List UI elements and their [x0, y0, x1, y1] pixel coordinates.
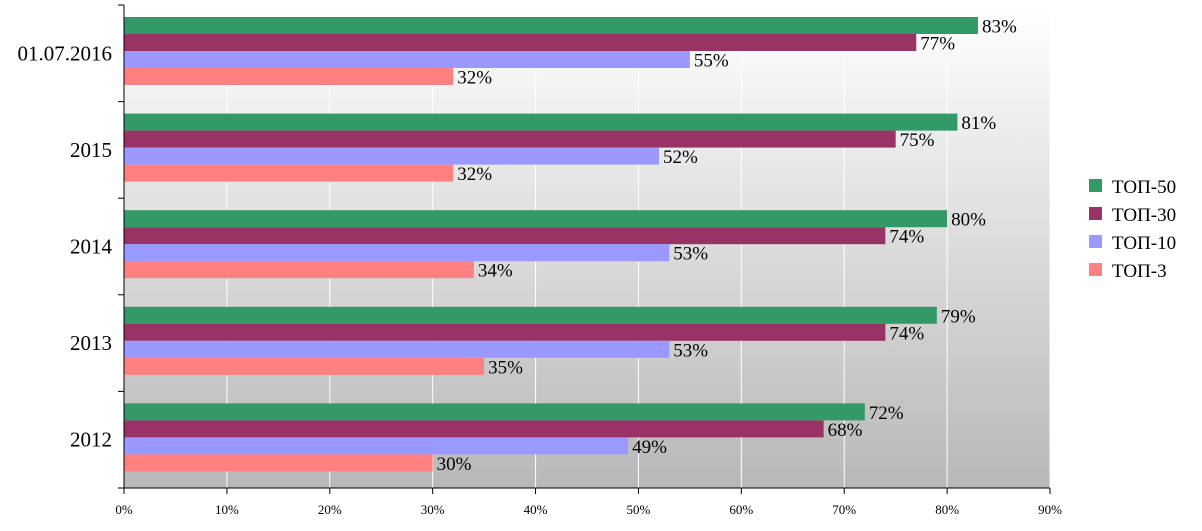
x-tick-label: 40% [524, 502, 548, 517]
data-label: 68% [828, 420, 863, 441]
data-label: 80% [951, 210, 986, 231]
bar [124, 113, 958, 131]
bar [124, 244, 670, 262]
bar [124, 306, 937, 324]
data-label: 74% [889, 323, 924, 344]
data-label: 35% [488, 357, 523, 378]
bar [124, 261, 474, 279]
legend-label: ТОП-50 [1112, 177, 1176, 198]
data-label: 55% [694, 51, 729, 72]
bar [124, 227, 886, 245]
x-tick-label: 30% [421, 502, 445, 517]
x-tick-label: 90% [1038, 502, 1062, 517]
legend-swatch [1089, 263, 1102, 276]
category-label: 2012 [70, 428, 112, 452]
data-label: 72% [869, 403, 904, 424]
x-tick-label: 80% [935, 502, 959, 517]
data-label: 75% [900, 130, 935, 151]
bar [124, 454, 433, 472]
bar [124, 403, 865, 421]
bar [124, 130, 896, 148]
x-tick-label: 50% [627, 502, 651, 517]
data-label: 74% [889, 227, 924, 248]
data-label: 83% [982, 17, 1017, 38]
category-label: 2014 [70, 235, 113, 259]
bar [124, 68, 454, 85]
x-tick-label: 10% [215, 502, 239, 517]
bar [124, 357, 485, 375]
legend-label: ТОП-10 [1112, 233, 1176, 254]
x-tick-label: 60% [729, 502, 753, 517]
data-label: 49% [632, 437, 667, 458]
data-label: 34% [478, 261, 513, 282]
data-label: 81% [961, 113, 996, 134]
category-label: 01.07.2016 [18, 41, 113, 65]
bar [124, 17, 978, 34]
data-label: 52% [663, 147, 698, 168]
bar [124, 210, 948, 228]
legend-label: ТОП-3 [1112, 261, 1167, 282]
x-tick-label: 20% [318, 502, 342, 517]
data-label: 77% [920, 34, 955, 55]
data-label: 32% [457, 68, 492, 89]
bar [124, 164, 454, 182]
data-label: 30% [437, 454, 472, 475]
bar [124, 323, 886, 341]
x-tick-label: 70% [832, 502, 856, 517]
data-label: 32% [457, 164, 492, 185]
bar [124, 420, 824, 438]
legend-label: ТОП-30 [1112, 205, 1176, 226]
data-label: 53% [673, 340, 708, 361]
category-label: 2015 [70, 138, 112, 162]
bar [124, 147, 660, 165]
bar [124, 437, 629, 455]
data-label: 79% [941, 306, 976, 327]
legend-swatch [1089, 207, 1102, 220]
x-tick-label: 0% [115, 502, 133, 517]
bar [124, 34, 917, 51]
category-label: 2013 [70, 331, 112, 355]
data-label: 53% [673, 244, 708, 265]
legend-swatch [1089, 179, 1102, 192]
bar [124, 51, 690, 68]
legend-swatch [1089, 235, 1102, 248]
bar [124, 340, 670, 358]
